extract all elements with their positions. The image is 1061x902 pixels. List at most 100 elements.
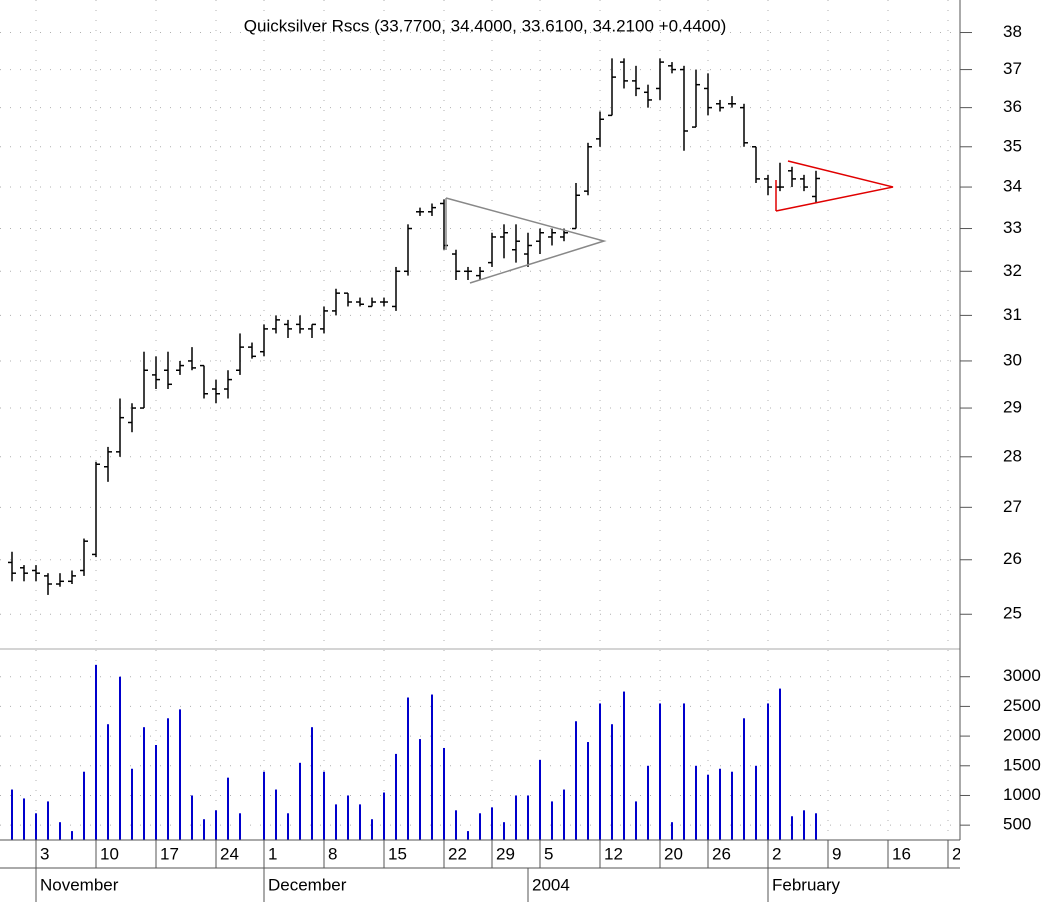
volume-bar [275,789,277,840]
x-tick-label: 23 [952,844,971,863]
volume-bar [239,813,241,840]
volume-bar [191,795,193,840]
volume-bar [155,745,157,840]
volume-bar [611,724,613,840]
volume-bar [719,768,721,840]
x-tick-label: 16 [892,844,911,863]
volume-bar [323,771,325,840]
volume-bar [479,813,481,840]
y-tick-label: 29 [1003,398,1022,417]
volume-bar [119,676,121,840]
volume-bar [287,813,289,840]
period-label: November [40,875,119,894]
x-tick-label: 20 [664,844,683,863]
x-tick-label: 1 [268,844,277,863]
volume-bar [659,703,661,840]
volume-bar [371,819,373,840]
y-tick-label: 37 [1003,59,1022,78]
volume-bar [467,831,469,840]
volume-bar [179,709,181,840]
volume-bar [803,810,805,840]
volume-bar [791,816,793,840]
x-tick-label: 12 [604,844,623,863]
x-tick-label: 9 [832,844,841,863]
volume-bar [515,795,517,840]
y-tick-label: 36 [1003,97,1022,116]
y-tick-label: 2500 [1003,696,1041,715]
x-tick-label: 26 [712,844,731,863]
y-tick-label: 31 [1003,305,1022,324]
volume-bar [347,795,349,840]
volume-bar [95,664,97,840]
volume-bar [707,774,709,840]
volume-bar [419,739,421,840]
y-tick-label: 35 [1003,136,1022,155]
y-tick-label: 30 [1003,350,1022,369]
volume-bar [767,703,769,840]
y-tick-label: 1500 [1003,755,1041,774]
period-label: December [268,875,347,894]
volume-bar [299,762,301,840]
y-tick-label: 32 [1003,261,1022,280]
x-tick-label: 17 [160,844,179,863]
volume-bar [731,771,733,840]
x-tick-label: 2 [772,844,781,863]
x-tick-label: 15 [388,844,407,863]
volume-bar [83,771,85,840]
volume-bar [107,724,109,840]
volume-bar [335,804,337,840]
y-tick-label: 500 [1003,815,1031,834]
volume-bar [395,753,397,840]
y-tick-label: 27 [1003,497,1022,516]
x-tick-label: 8 [328,844,337,863]
volume-bar [587,742,589,840]
volume-bar [683,703,685,840]
volume-bar [59,822,61,840]
x-tick-label: 10 [100,844,119,863]
y-tick-label: 28 [1003,446,1022,465]
y-tick-label: 34 [1003,177,1022,196]
volume-bar [599,703,601,840]
volume-bar [695,765,697,840]
volume-bar [491,807,493,840]
volume-bar [647,765,649,840]
volume-bar [131,768,133,840]
y-tick-label: 33 [1003,218,1022,237]
volume-bar [311,727,313,840]
volume-bar [779,688,781,840]
volume-bar [143,727,145,840]
y-tick-label: 1000 [1003,785,1041,804]
y-tick-label: 2000 [1003,726,1041,745]
y-tick-label: 25 [1003,604,1022,623]
x-tick-label: 5 [544,844,553,863]
volume-bar [23,798,25,840]
volume-bar [563,789,565,840]
y-tick-label: 26 [1003,549,1022,568]
volume-bar [227,777,229,840]
period-label: 2004 [532,875,570,894]
volume-bar [575,721,577,840]
volume-bar [671,822,673,840]
volume-bar [215,810,217,840]
volume-bar [539,759,541,840]
volume-bar [431,694,433,840]
period-label: February [772,875,841,894]
volume-bar [359,804,361,840]
x-tick-label: 29 [496,844,515,863]
y-tick-label: 3000 [1003,666,1041,685]
x-tick-label: 24 [220,844,239,863]
x-tick-label: 22 [448,844,467,863]
volume-bar [527,795,529,840]
volume-bar [743,718,745,840]
volume-bar [443,747,445,840]
volume-bar [623,691,625,840]
y-tick-label: 38 [1003,22,1022,41]
triangle-pattern [775,160,894,212]
volume-bar [71,831,73,840]
volume-bar [635,801,637,840]
volume-bar [755,765,757,840]
volume-bar [11,789,13,840]
volume-bar [263,771,265,840]
